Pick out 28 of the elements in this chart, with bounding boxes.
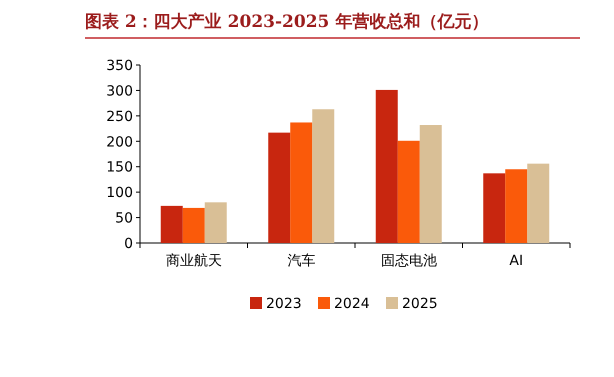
legend-label: 2025 bbox=[402, 296, 438, 312]
legend-label: 2023 bbox=[266, 296, 302, 312]
y-tick-label: 350 bbox=[106, 58, 133, 74]
bar bbox=[312, 109, 334, 243]
bar bbox=[290, 122, 312, 243]
y-tick-label: 200 bbox=[106, 134, 133, 150]
x-tick-label: AI bbox=[509, 253, 524, 269]
x-tick-label: 汽车 bbox=[287, 253, 316, 269]
bar bbox=[505, 169, 528, 243]
bar bbox=[398, 140, 420, 243]
y-tick-label: 150 bbox=[106, 160, 133, 176]
chart-title: 图表 2：四大产业 2023-2025 年营收总和（亿元） bbox=[85, 12, 488, 32]
legend-label: 2024 bbox=[334, 296, 370, 312]
y-tick-label: 50 bbox=[115, 210, 133, 227]
bar bbox=[160, 206, 183, 243]
y-tick-label: 0 bbox=[124, 236, 133, 252]
bar bbox=[268, 132, 290, 243]
bar bbox=[376, 90, 398, 243]
x-tick-label: 商业航天 bbox=[166, 253, 222, 269]
y-tick-label: 300 bbox=[106, 83, 133, 100]
bar bbox=[182, 208, 205, 243]
y-tick-label: 250 bbox=[106, 108, 133, 125]
bar bbox=[204, 202, 227, 243]
bar bbox=[527, 164, 550, 243]
bar bbox=[483, 173, 506, 243]
y-tick-label: 100 bbox=[106, 185, 133, 202]
x-tick-label: 固态电池 bbox=[380, 253, 437, 269]
bar bbox=[420, 125, 442, 243]
